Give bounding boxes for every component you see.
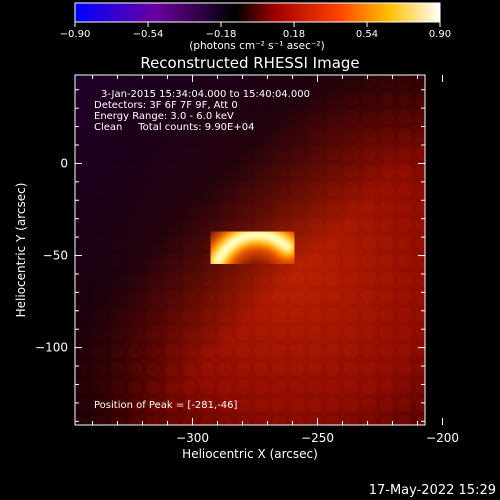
colorbar-ramp	[74, 2, 441, 23]
colorbar-tick-label: −0.90	[60, 29, 91, 40]
annotation-energy: Energy Range: 3.0 - 6.0 keV	[94, 111, 234, 122]
x-tick-label: −200	[426, 431, 459, 445]
heatmap-image	[74, 74, 426, 426]
colorbar: −0.90 −0.54 −0.18 0.18 0.54 0.90 (photons cm⁻…	[60, 2, 451, 52]
y-axis-label: Heliocentric Y (arcsec)	[14, 183, 28, 318]
footer-date: 17-May-2022 15:29	[369, 483, 496, 498]
y-axis-ticks: 0 −50 −100	[35, 89, 425, 422]
x-axis-ticks: −300 −250 −200	[92, 75, 459, 445]
colorbar-units: (photons cm⁻² s⁻¹ asec⁻²)	[189, 40, 324, 52]
plot-frame	[74, 74, 426, 426]
annotation-counts: Clean Total counts: 9.90E+04	[94, 122, 254, 133]
colorbar-tick-label: 0.90	[429, 29, 451, 40]
peak-position-label: Position of Peak = [-281,-46]	[94, 400, 238, 411]
x-tick-label: −300	[176, 431, 209, 445]
x-axis-label: Heliocentric X (arcsec)	[182, 447, 318, 461]
source-core	[212, 229, 293, 267]
y-tick-label: −50	[43, 249, 68, 263]
y-tick-label: −100	[35, 341, 68, 355]
y-tick-label: 0	[60, 156, 68, 170]
colorbar-tick-label: 0.54	[356, 29, 378, 40]
colorbar-tick-label: 0.18	[283, 29, 305, 40]
annotation-block: 3-Jan-2015 15:34:04.000 to 15:40:04.000 …	[94, 89, 310, 133]
chart-title: Reconstructed RHESSI Image	[140, 54, 359, 72]
annotation-time-range: 3-Jan-2015 15:34:04.000 to 15:40:04.000	[101, 89, 310, 100]
annotation-detectors: Detectors: 3F 6F 7F 9F, Att 0	[94, 100, 238, 111]
colorbar-tick-label: −0.54	[133, 29, 164, 40]
x-tick-label: −250	[301, 431, 334, 445]
colorbar-tick-label: −0.18	[206, 29, 237, 40]
colorbar-ticks: −0.90 −0.54 −0.18 0.18 0.54 0.90	[60, 22, 451, 40]
